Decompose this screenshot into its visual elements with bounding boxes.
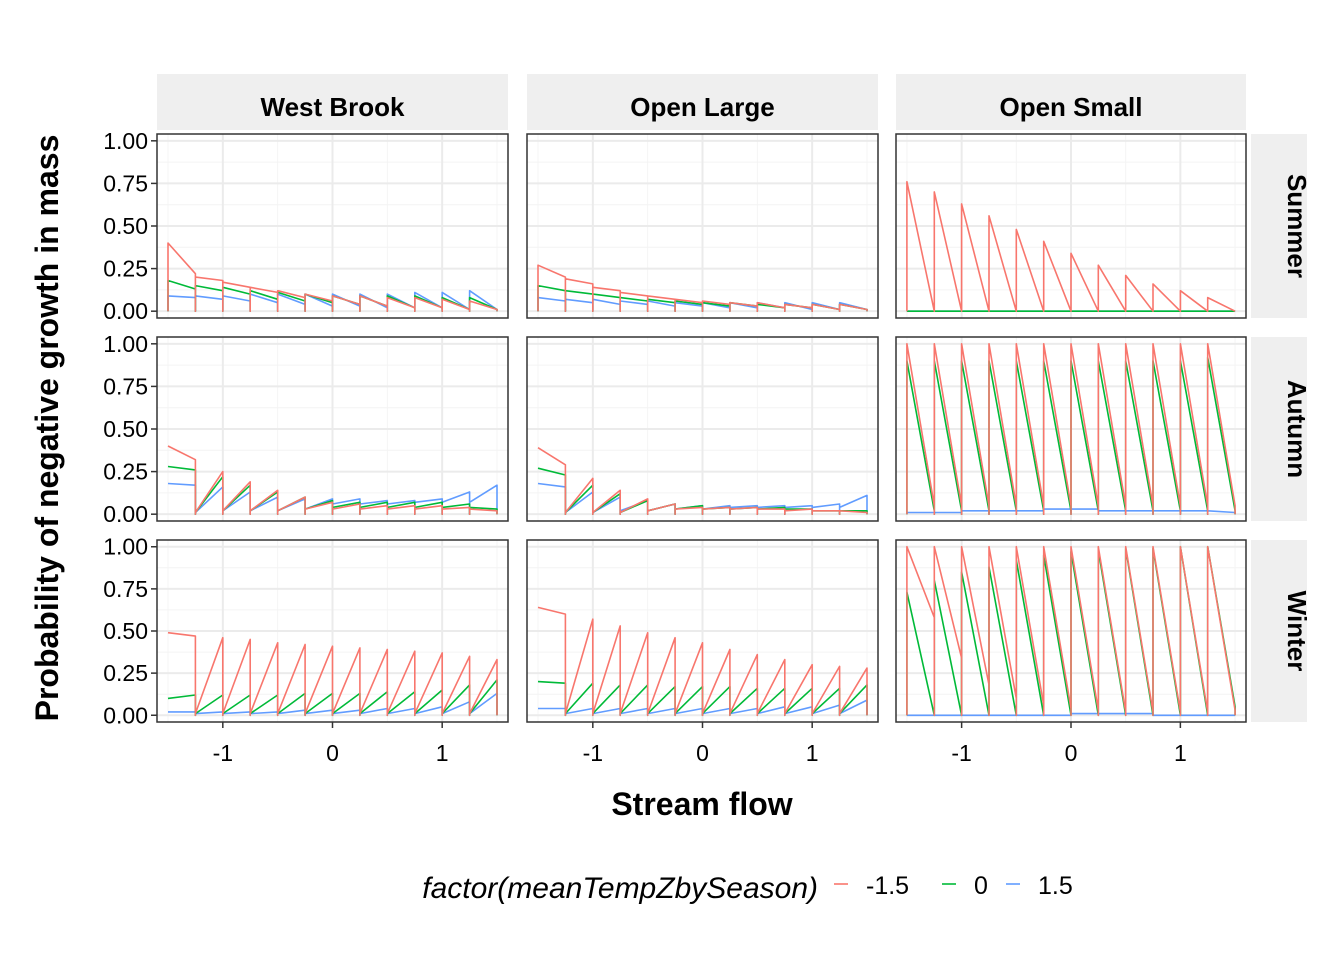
- strip-label-autumn: Autumn: [1282, 380, 1312, 478]
- panel-winter-west-brook: [156, 539, 509, 723]
- series-line-1-5: [537, 447, 868, 515]
- x-tick-label: 0: [326, 740, 339, 766]
- x-tick-label: -1: [213, 740, 233, 766]
- legend-item-0: 0: [942, 872, 988, 900]
- legend-label: 0: [974, 872, 988, 900]
- strip-background: [1251, 337, 1307, 521]
- strip-label-summer: Summer: [1282, 174, 1312, 278]
- panel-winter-open-small: [895, 539, 1247, 723]
- series-line-1-5: [167, 445, 498, 515]
- series-line-1-5: [167, 631, 498, 717]
- strip-background: [527, 74, 878, 130]
- x-tick-label: -1: [951, 740, 971, 766]
- facet-strip-open-small: Open Small: [896, 74, 1246, 130]
- legend-title: factor(meanTempZbySeason): [422, 872, 818, 905]
- strip-background: [1251, 540, 1307, 722]
- strip-label-west-brook: West Brook: [261, 92, 406, 122]
- legend-item-1-5: 1.5: [1006, 872, 1073, 900]
- y-tick-label: 0.75: [103, 576, 148, 602]
- series-line-1-5: [167, 242, 498, 312]
- y-tick-label: 0.25: [103, 459, 148, 485]
- series-line-1-5: [906, 180, 1236, 312]
- y-tick-label: 0.00: [103, 501, 148, 527]
- x-axis-open-large: -1 0 1: [583, 722, 819, 766]
- x-tick-label: 0: [696, 740, 709, 766]
- panel-summer-open-small: [895, 133, 1247, 319]
- y-tick-label: 0.50: [103, 618, 148, 644]
- panel-border: [895, 133, 1247, 319]
- facet-strip-autumn: Autumn: [1251, 337, 1312, 521]
- legend-label: 1.5: [1038, 872, 1073, 900]
- y-tick-label: 0.75: [103, 170, 148, 196]
- y-axis-winter: 0.00 0.25 0.50 0.75 1.00: [103, 534, 157, 728]
- x-tick-label: 1: [806, 740, 819, 766]
- facet-strip-winter: Winter: [1251, 540, 1312, 722]
- panel-autumn-open-small: [895, 336, 1247, 522]
- y-tick-label: 0.25: [103, 256, 148, 282]
- x-tick-label: 1: [1174, 740, 1187, 766]
- panel-autumn-west-brook: [156, 336, 509, 522]
- panel-border: [526, 133, 879, 319]
- x-axis-open-small: -1 0 1: [951, 722, 1187, 766]
- y-tick-label: 0.25: [103, 660, 148, 686]
- y-tick-label: 1.00: [103, 331, 148, 357]
- panel-summer-open-large: [526, 133, 879, 319]
- series-line-1-5: [537, 264, 868, 312]
- y-tick-label: 0.00: [103, 298, 148, 324]
- panel-winter-open-large: [526, 539, 879, 723]
- series-line-1-5: [906, 545, 1236, 717]
- strip-label-open-large: Open Large: [630, 92, 774, 122]
- x-tick-label: 0: [1065, 740, 1078, 766]
- panel-autumn-open-large: [526, 336, 879, 522]
- y-tick-label: 0.50: [103, 416, 148, 442]
- y-axis-title: Probability of negative growth in mass: [29, 135, 65, 722]
- y-tick-label: 0.00: [103, 702, 148, 728]
- strip-label-open-small: Open Small: [999, 92, 1142, 122]
- y-axis-summer: 0.00 0.25 0.50 0.75 1.00: [103, 128, 157, 324]
- y-tick-label: 1.00: [103, 534, 148, 560]
- series-line-1-5: [906, 343, 1236, 515]
- legend: factor(meanTempZbySeason) -1.5 0 1.5: [422, 872, 1073, 905]
- x-axis-title: Stream flow: [611, 786, 792, 822]
- panel-summer-west-brook: [156, 133, 509, 319]
- facet-strip-summer: Summer: [1251, 134, 1312, 318]
- strip-label-winter: Winter: [1282, 591, 1312, 672]
- strip-background: [157, 74, 508, 130]
- strip-background: [896, 74, 1246, 130]
- facet-strip-open-large: Open Large: [527, 74, 878, 130]
- y-tick-label: 1.00: [103, 128, 148, 154]
- panel-border: [895, 336, 1247, 522]
- series-line-1-5: [537, 606, 868, 717]
- facet-strip-west-brook: West Brook: [157, 74, 508, 130]
- x-tick-label: 1: [436, 740, 449, 766]
- y-tick-label: 0.50: [103, 213, 148, 239]
- legend-label: -1.5: [866, 872, 909, 900]
- y-axis-autumn: 0.00 0.25 0.50 0.75 1.00: [103, 331, 157, 527]
- panel-border: [526, 336, 879, 522]
- y-tick-label: 0.75: [103, 373, 148, 399]
- legend-item-1-5: -1.5: [834, 872, 909, 900]
- x-tick-label: -1: [583, 740, 603, 766]
- x-axis-west-brook: -1 0 1: [213, 722, 449, 766]
- strip-background: [1251, 134, 1307, 318]
